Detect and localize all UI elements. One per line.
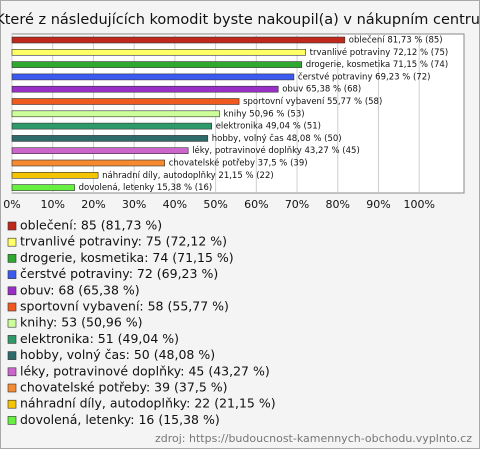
bar <box>11 48 306 56</box>
legend-label: dovolená, letenky: 16 (15,38 %) <box>20 412 220 427</box>
legend-label: knihy: 53 (50,96 %) <box>20 315 143 330</box>
legend-label: oblečení: 85 (81,73 %) <box>20 218 162 233</box>
bar-label: drogerie, kosmetika 71,15 % (74) <box>306 60 448 70</box>
legend-label: drogerie, kosmetika: 74 (71,15 %) <box>20 250 234 265</box>
x-tick-label: 80% <box>326 198 350 211</box>
bar <box>11 73 295 81</box>
legend-swatch <box>7 270 17 279</box>
x-tick-label: 30% <box>122 198 146 211</box>
legend-label: chovatelské potřeby: 39 (37,5 %) <box>20 380 228 395</box>
bar-label: oblečení 81,73 % (85) <box>349 35 443 46</box>
x-tick-label: 20% <box>81 198 105 211</box>
legend-swatch <box>7 416 17 425</box>
bar <box>11 36 346 44</box>
legend-label: léky, potravinové doplňky: 45 (43,27 %) <box>20 363 270 378</box>
legend-swatch <box>7 351 17 360</box>
x-tick-label: 40% <box>163 198 187 211</box>
legend-label: trvanlivé potraviny: 75 (72,12 %) <box>20 234 227 249</box>
bar <box>11 85 279 93</box>
legend-swatch <box>7 399 17 409</box>
x-tick-label: 90% <box>366 198 390 211</box>
bar-label: čerstvé potraviny 69,23 % (72) <box>298 71 431 82</box>
chart-title: Které z následujících komodit byste nako… <box>0 12 480 28</box>
bar <box>11 184 75 191</box>
bar-label: dovolená, letenky 15,38 % (16) <box>79 183 213 193</box>
x-tick-label: 0% <box>3 198 20 211</box>
legend-swatch <box>7 302 17 312</box>
bar-label: obuv 65,38 % (68) <box>282 85 361 95</box>
legend-swatch <box>7 254 17 263</box>
x-tick-label: 60% <box>244 198 268 211</box>
legend-label: elektronika: 51 (49,04 %) <box>20 331 179 346</box>
bar-label: knihy 50,96 % (53) <box>224 109 305 119</box>
legend-swatch <box>7 383 17 393</box>
bar-label: trvanlivé potraviny 72,12 % (75) <box>310 47 449 58</box>
legend-swatch <box>7 335 17 344</box>
bar <box>11 159 166 167</box>
legend-swatch <box>7 318 17 328</box>
bar <box>11 110 220 118</box>
bar-label: elektronika 49,04 % (51) <box>216 122 321 132</box>
x-tick-label: 50% <box>203 198 227 211</box>
x-tick-label: 10% <box>40 198 64 211</box>
legend-label: sportovní vybavení: 58 (55,77 %) <box>20 299 229 314</box>
x-tick-label: 70% <box>285 198 309 211</box>
legend-label: obuv: 68 (65,38 %) <box>20 282 140 297</box>
legend-label: hobby, volný čas: 50 (48,08 %) <box>20 347 215 362</box>
bar <box>11 122 212 130</box>
source: zdroj: https://budoucnost-kamennych-obch… <box>155 432 472 445</box>
x-tick-label: 100% <box>403 198 434 211</box>
bar <box>11 172 99 179</box>
bar <box>11 98 240 105</box>
bar <box>11 135 209 142</box>
legend-swatch <box>7 286 17 296</box>
bar-label: náhradní díly, autodoplňky 21,15 % (22) <box>102 170 274 181</box>
bar <box>11 147 189 154</box>
legend-swatch <box>7 367 17 377</box>
legend-swatch <box>7 221 17 231</box>
bar-label: sportovní vybavení 55,77 % (58) <box>243 97 382 107</box>
bar-label: léky, potravinové doplňky 43,27 % (45) <box>192 145 360 156</box>
bar <box>11 61 303 68</box>
legend-swatch <box>7 237 17 247</box>
legend-label: čerstvé potraviny: 72 (69,23 %) <box>20 266 218 281</box>
bar-label: hobby, volný čas 48,08 % (50) <box>212 133 342 144</box>
bar-label: chovatelské potřeby 37,5 % (39) <box>169 158 308 169</box>
legend-label: náhradní díly, autodoplňky: 22 (21,15 %) <box>20 396 276 411</box>
